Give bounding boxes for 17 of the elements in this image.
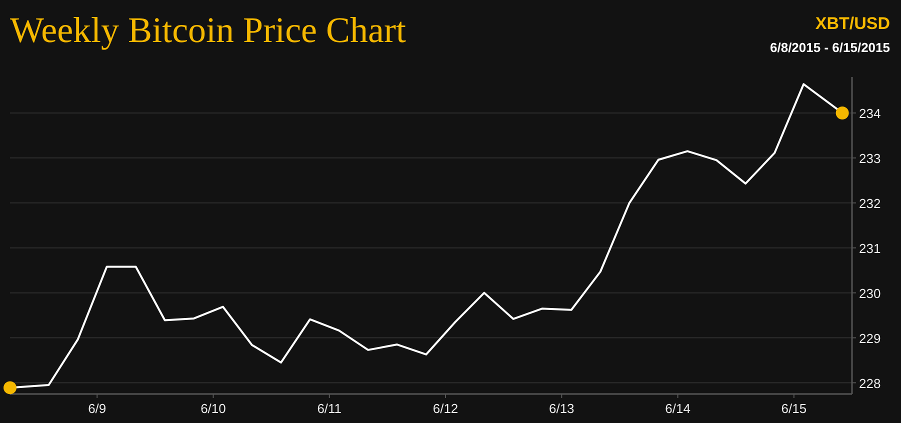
x-tick-label: 6/13	[549, 401, 574, 416]
x-tick-label: 6/11	[317, 401, 342, 416]
y-tick-label: 231	[859, 240, 881, 256]
x-tick-label: 6/12	[432, 401, 458, 416]
y-tick-label: 232	[859, 196, 881, 211]
y-tick-label: 229	[859, 330, 881, 346]
y-tick-label: 234	[859, 106, 881, 121]
x-tick-label: 6/14	[665, 401, 690, 416]
y-tick-label: 233	[859, 150, 881, 166]
y-tick-label: 230	[859, 286, 881, 301]
chart-title: Weekly Bitcoin Price Chart	[10, 10, 406, 50]
chart-subtitle: XBT/USD	[815, 14, 890, 33]
y-tick-label: 228	[859, 376, 881, 391]
x-tick-label: 6/10	[200, 401, 226, 416]
x-tick-label: 6/15	[781, 401, 807, 416]
text: 6/8/2015 - 6/15/2015	[770, 40, 890, 55]
x-tick-label: 6/9	[88, 401, 106, 416]
